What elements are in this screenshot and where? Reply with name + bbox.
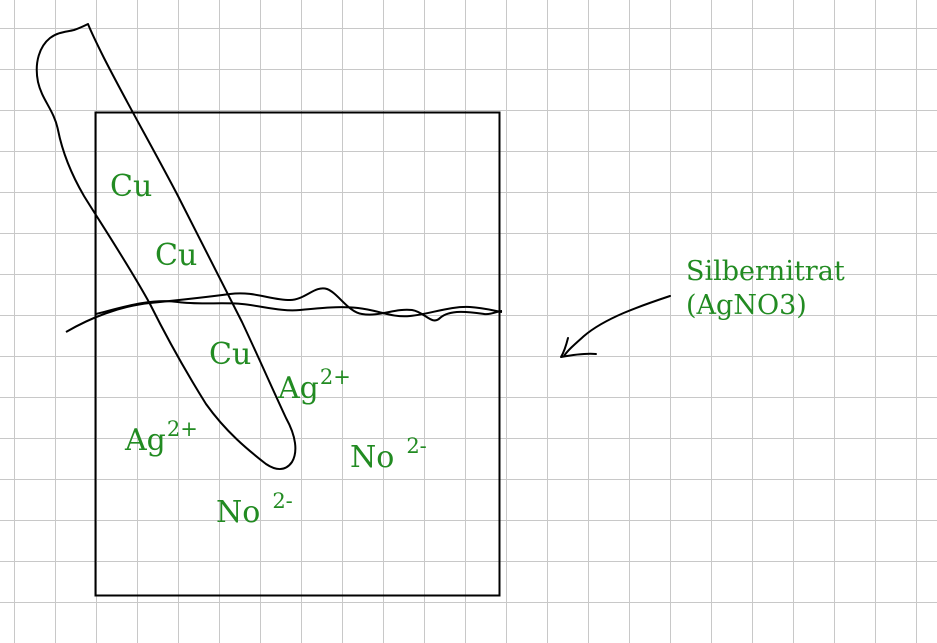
nitrate-ion-label: No 2-: [216, 491, 293, 530]
solution-name: Silbernitrat: [686, 256, 845, 287]
copper-label: Cu: [209, 340, 251, 370]
annotation-arrow-shaft: [563, 295, 671, 357]
copper-label: Cu: [155, 241, 197, 271]
copper-label-text: Cu: [110, 169, 153, 204]
ion-charge: 2-: [406, 434, 427, 458]
annotation-arrow-head: [560, 337, 597, 358]
silver-ion-label: Ag2+: [125, 419, 198, 458]
liquid-surface-line: [95, 300, 503, 318]
beaker-outline: [94, 111, 501, 597]
ion-symbol: Ag: [278, 371, 319, 406]
copper-label-text: Cu: [209, 337, 252, 372]
ion-symbol: No: [350, 440, 395, 475]
copper-label-text: Cu: [155, 238, 198, 273]
silver-ion-label: Ag2+: [278, 367, 351, 406]
solution-annotation: Silbernitrat (AgNO3): [686, 255, 845, 323]
copper-label: Cu: [110, 172, 152, 202]
ion-symbol: No: [216, 495, 261, 530]
ion-charge: 2+: [319, 365, 351, 389]
ion-charge: 2+: [166, 417, 198, 441]
ion-charge: 2-: [272, 489, 293, 513]
ion-symbol: Ag: [125, 423, 166, 458]
copper-rod-outline: [35, 23, 297, 470]
solution-formula: (AgNO3): [686, 290, 807, 321]
nitrate-ion-label: No 2-: [350, 436, 427, 475]
